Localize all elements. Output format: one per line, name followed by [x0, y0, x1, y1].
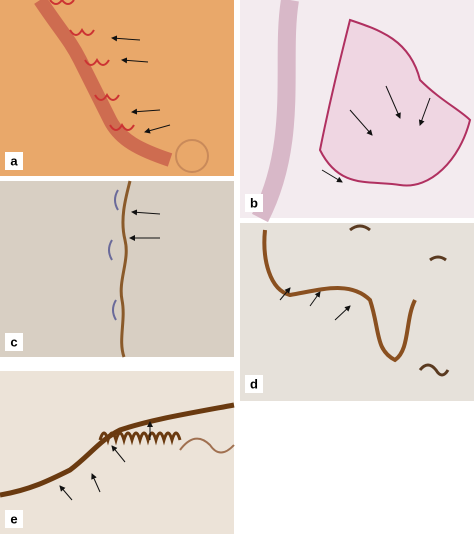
panel-e: e [0, 371, 235, 534]
label-box [5, 333, 23, 351]
label-box [245, 194, 263, 212]
label-box [5, 510, 23, 528]
panel-label: e [10, 511, 17, 526]
panel-d: d [240, 223, 474, 401]
panel-label: b [250, 195, 258, 210]
label-box [5, 152, 23, 170]
panel-a: a [0, 0, 234, 176]
panel-label: d [250, 376, 258, 391]
label-box [245, 375, 263, 393]
panel-b: b [240, 0, 474, 223]
panel-c: c [0, 180, 234, 358]
panel-label: c [10, 334, 17, 349]
panel-label: a [10, 153, 18, 168]
